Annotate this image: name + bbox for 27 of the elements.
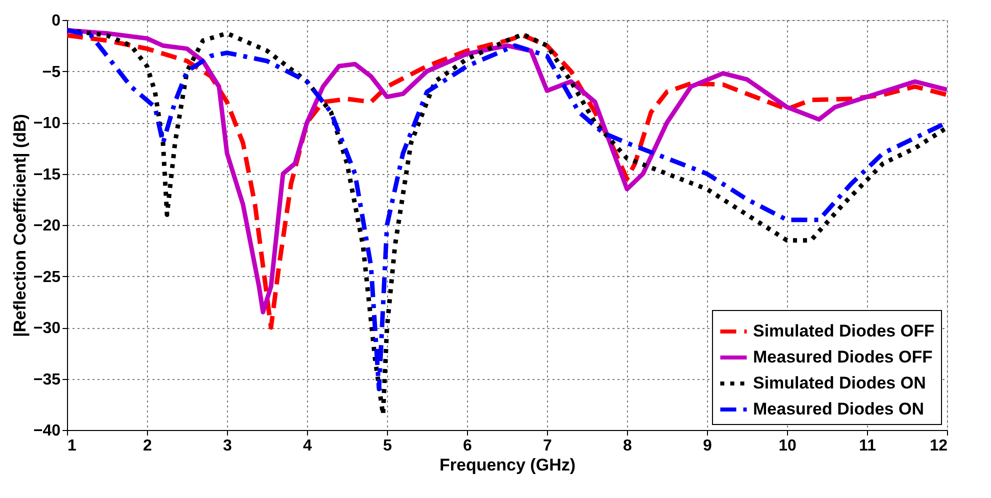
x-tick-label: 8 — [623, 438, 632, 454]
y-tick-label: −10 — [33, 115, 61, 132]
y-tick-label: −20 — [33, 218, 61, 234]
y-tick-label: −40 — [33, 422, 61, 440]
x-tick-label: 6 — [463, 438, 472, 454]
x-tick-label: 11 — [859, 438, 876, 454]
x-tick-label: 12 — [930, 438, 948, 454]
x-tick-label: 3 — [223, 438, 232, 454]
y-tick-label: −5 — [42, 64, 61, 81]
y-tick-label: −15 — [33, 166, 61, 184]
x-tick-label: 10 — [778, 438, 796, 454]
y-tick-label: −30 — [33, 320, 61, 337]
x-tick-label: 5 — [383, 438, 392, 454]
y-tick-label: −25 — [33, 268, 61, 286]
legend-label: Measured Diodes OFF — [753, 348, 932, 366]
legend-label: Simulated Diodes ON — [753, 374, 926, 392]
legend-label: Simulated Diodes OFF — [753, 322, 934, 340]
x-tick-label: 1 — [68, 438, 76, 454]
x-axis-title: Frequency (GHz) — [439, 456, 576, 474]
y-tick-label: −35 — [33, 371, 61, 388]
y-axis-title: |Reflection Coefficient| (dB) — [10, 114, 30, 337]
legend-label: Measured Diodes ON — [753, 400, 924, 418]
x-tick-label: 9 — [703, 438, 712, 454]
y-tick-label: 0 — [52, 12, 61, 30]
x-tick-label: 7 — [543, 438, 552, 454]
x-tick-label: 2 — [143, 438, 152, 454]
x-tick-label: 4 — [303, 438, 312, 454]
